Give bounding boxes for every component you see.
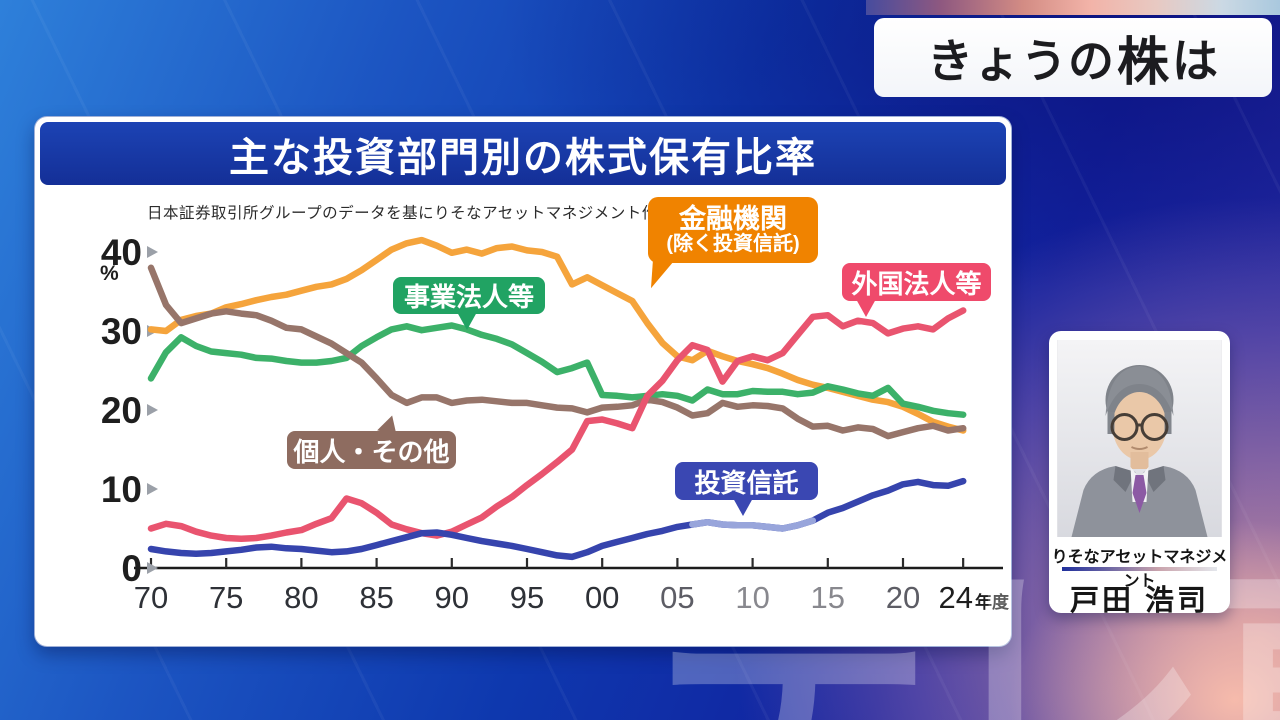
- header-text-suffix: は: [1172, 34, 1219, 87]
- chart-title: 主な投資部門別の株式保有比率: [229, 135, 817, 180]
- analyst-divider: [1062, 567, 1217, 571]
- legend-label: 事業法人等: [403, 282, 534, 312]
- header-gradient-strip: [866, 0, 1280, 15]
- legend-bubble-financial: 金融機関 (除く投資信託): [648, 197, 818, 290]
- analyst-portrait-illustration: [1057, 340, 1222, 537]
- header-text-emphasis: 株: [1116, 34, 1170, 92]
- chart-card: 主な投資部門別の株式保有比率 日本証券取引所グループのデータを基にりそなアセット…: [35, 117, 1011, 646]
- header-text-prefix: きょうの: [926, 34, 1115, 87]
- program-header: きょうの株は: [874, 18, 1272, 97]
- legend-label: 投資信託: [694, 467, 799, 498]
- bubble-tail-icon: [650, 258, 676, 290]
- y-axis-unit: %: [100, 262, 119, 285]
- legend-bubble-trusts: 投資信託: [675, 462, 818, 516]
- analyst-company: りそなアセットマネジメント: [1051, 549, 1228, 590]
- legend-label: 個人・その他: [293, 436, 450, 467]
- legend-sublabel: (除く投資信託): [666, 232, 800, 255]
- source-note: 日本証券取引所グループのデータを基にりそなアセットマネジメント作成: [147, 205, 674, 222]
- analyst-name: 戸田 浩司: [1069, 585, 1210, 617]
- bubble-tail-icon: [856, 299, 876, 317]
- analyst-card: りそなアセットマネジメント 戸田 浩司: [1049, 331, 1230, 617]
- legend-bubble-individuals: 個人・その他: [287, 412, 456, 469]
- legend-label: 金融機関: [679, 203, 787, 234]
- analyst-photo: [1057, 340, 1222, 537]
- chart-title-bar: 主な投資部門別の株式保有比率: [40, 122, 1006, 185]
- bubble-tail-icon: [457, 312, 477, 330]
- bubble-tail-icon: [733, 498, 753, 516]
- legend-bubble-business: 事業法人等: [393, 277, 545, 330]
- legend-bubble-foreign: 外国法人等: [842, 263, 991, 317]
- legend-label: 外国法人等: [851, 268, 982, 299]
